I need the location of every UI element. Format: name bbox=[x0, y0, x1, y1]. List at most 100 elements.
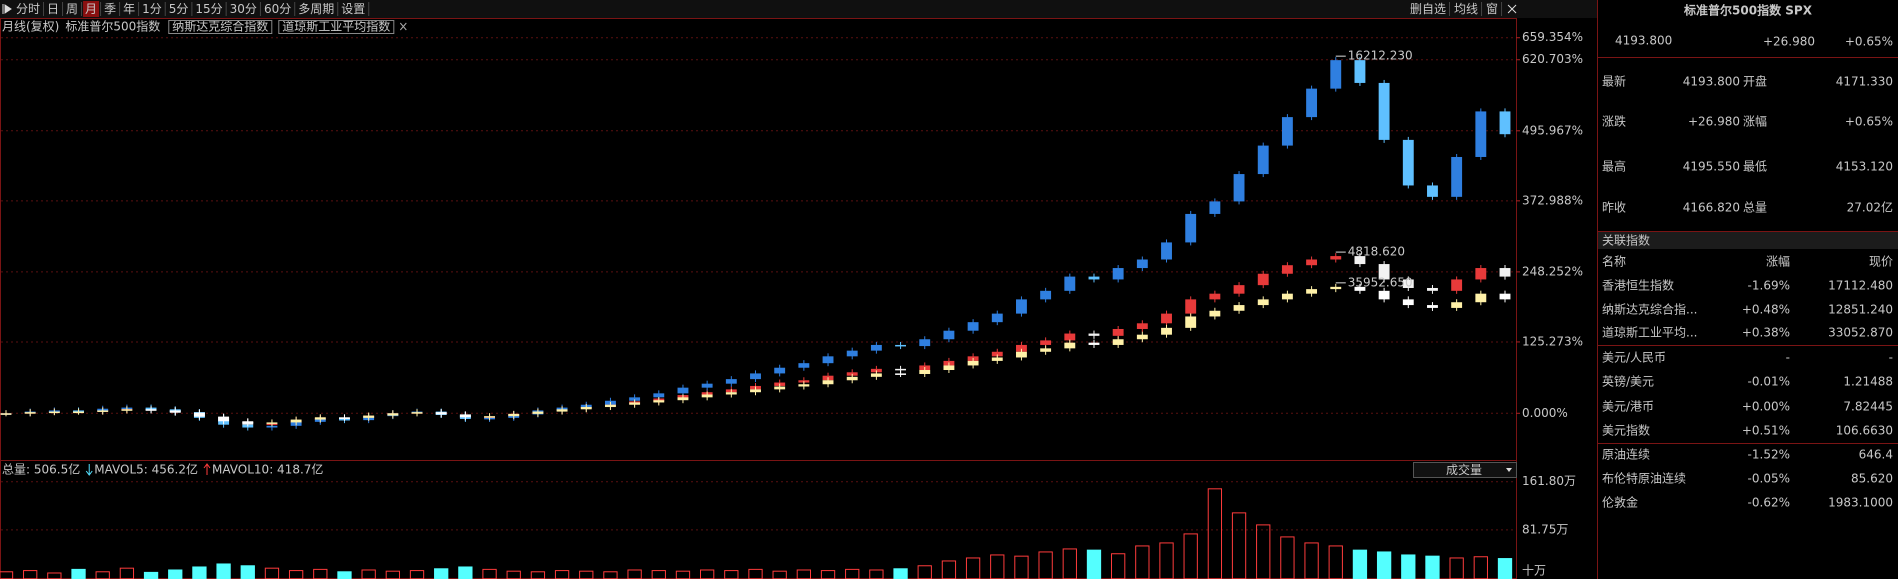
related-name[interactable]: 美元/港币 bbox=[1602, 400, 1654, 414]
trend-arrow bbox=[85, 464, 93, 476]
candle-body bbox=[1136, 323, 1148, 329]
toolbar-bg bbox=[0, 0, 1597, 18]
candle-body bbox=[1185, 213, 1197, 243]
candle-body bbox=[1209, 310, 1221, 317]
candle-body bbox=[846, 376, 858, 381]
quote-value: +26.980 bbox=[1688, 115, 1740, 129]
related-value: 106.6630 bbox=[1836, 424, 1893, 438]
candle-body bbox=[1427, 305, 1438, 308]
related-value: 12851.240 bbox=[1828, 303, 1893, 317]
period-tab[interactable]: 分时 bbox=[16, 2, 40, 16]
related-name[interactable]: 道琼斯工业平均... bbox=[1602, 325, 1697, 340]
quote-value: +0.65% bbox=[1845, 115, 1893, 129]
candle-body bbox=[1136, 259, 1148, 269]
candle-body bbox=[1233, 285, 1245, 294]
candle-body bbox=[1306, 289, 1318, 294]
period-tab[interactable]: 日 bbox=[47, 2, 59, 16]
period-tab[interactable]: 月 bbox=[85, 2, 97, 16]
volume-bar bbox=[458, 566, 473, 579]
related-name[interactable]: 原油连续 bbox=[1602, 447, 1650, 462]
candle-body bbox=[532, 411, 544, 414]
candle-body bbox=[677, 397, 689, 401]
candle-body bbox=[1499, 293, 1511, 300]
quote-label: 涨幅 bbox=[1743, 114, 1767, 129]
candle-body bbox=[1281, 293, 1293, 300]
series-tab[interactable]: 纳斯达克综合指数 bbox=[172, 19, 268, 34]
volume-bar bbox=[337, 571, 352, 579]
period-tab[interactable]: 周 bbox=[66, 2, 78, 16]
candle-body bbox=[1233, 305, 1245, 311]
candle-body bbox=[121, 409, 133, 411]
period-tab[interactable]: 多周期 bbox=[298, 2, 334, 16]
y-tick-label: 248.252% bbox=[1522, 264, 1583, 278]
close-icon[interactable] bbox=[1507, 4, 1517, 14]
toolbar-icon[interactable] bbox=[2, 4, 12, 14]
candle-body bbox=[1451, 302, 1463, 308]
candle-body bbox=[1257, 299, 1269, 306]
quote-label: 最高 bbox=[1602, 159, 1626, 174]
y-tick-label: 125.273% bbox=[1522, 334, 1583, 348]
quote-value: 27.02亿 bbox=[1847, 200, 1893, 215]
period-tab[interactable]: 季 bbox=[104, 2, 116, 16]
volume-bar bbox=[71, 568, 86, 579]
candle-body bbox=[266, 425, 278, 428]
related-value: 85.620 bbox=[1851, 472, 1893, 486]
related-value: - bbox=[1786, 351, 1790, 365]
indicator-dropdown[interactable] bbox=[1413, 462, 1517, 478]
candle-body bbox=[870, 373, 882, 377]
series-tab-frame bbox=[168, 20, 273, 34]
related-name[interactable]: 香港恒生指数 bbox=[1602, 278, 1674, 293]
period-tab[interactable]: 5分 bbox=[169, 2, 189, 16]
candle-body bbox=[725, 392, 737, 395]
candle-body bbox=[967, 322, 979, 331]
candle-body bbox=[967, 360, 979, 366]
candle-body bbox=[1064, 342, 1076, 349]
volume-bar bbox=[1497, 558, 1513, 579]
related-name[interactable]: 英镑/美元 bbox=[1602, 374, 1654, 389]
period-tab[interactable]: 年 bbox=[123, 2, 135, 16]
volume-bar bbox=[845, 568, 860, 579]
candle-body bbox=[943, 330, 955, 340]
candle-body bbox=[1112, 339, 1124, 345]
period-tab[interactable]: 15分 bbox=[195, 2, 222, 16]
candle-body bbox=[1499, 268, 1511, 277]
quote-title: 标准普尔500指数 SPX bbox=[1683, 3, 1813, 18]
toolbar-button[interactable]: 均线 bbox=[1454, 2, 1478, 16]
candle-body bbox=[1427, 287, 1438, 291]
candle-body bbox=[1330, 286, 1342, 290]
candle-body bbox=[1161, 242, 1172, 260]
related-name[interactable]: 美元/人民币 bbox=[1602, 351, 1666, 365]
max-label: 4818.620 bbox=[1348, 245, 1405, 259]
candle-body bbox=[1451, 156, 1463, 197]
indicator-dropdown-label[interactable]: 成交量 bbox=[1446, 462, 1482, 477]
related-name[interactable]: 纳斯达克综合指... bbox=[1602, 302, 1697, 317]
y-tick-label: 495.967% bbox=[1522, 123, 1583, 137]
tab-close-icon[interactable] bbox=[399, 22, 407, 31]
max-label: 16212.230 bbox=[1348, 49, 1413, 63]
candle-body bbox=[1499, 111, 1511, 135]
series-tab[interactable]: 标准普尔500指数 bbox=[65, 19, 160, 34]
candle-body bbox=[943, 365, 955, 371]
volume-bar bbox=[1401, 554, 1416, 579]
related-name[interactable]: 布伦特原油连续 bbox=[1602, 471, 1686, 486]
candle-body bbox=[97, 410, 109, 412]
series-tab[interactable]: 道琼斯工业平均指数 bbox=[282, 19, 390, 34]
toolbar-button[interactable]: 窗 bbox=[1486, 2, 1498, 16]
period-tab[interactable]: 60分 bbox=[264, 2, 291, 16]
volume-bar bbox=[990, 554, 1005, 579]
candle-body bbox=[1136, 334, 1148, 340]
dropdown-arrow bbox=[1506, 468, 1512, 472]
quote-value: 4193.800 bbox=[1683, 75, 1740, 89]
candle-body bbox=[1161, 327, 1172, 335]
candle-body bbox=[991, 357, 1003, 361]
period-tab[interactable]: 设置 bbox=[341, 2, 365, 16]
toolbar-button[interactable]: 删自选 bbox=[1410, 2, 1446, 16]
candle-body bbox=[484, 416, 495, 418]
candle-body bbox=[1112, 328, 1124, 336]
candle-body bbox=[1161, 313, 1172, 324]
period-tab[interactable]: 1分 bbox=[142, 2, 162, 16]
period-tab[interactable]: 30分 bbox=[230, 2, 257, 16]
related-name[interactable]: 伦敦金 bbox=[1602, 495, 1638, 510]
volume-bar bbox=[748, 568, 763, 579]
related-name[interactable]: 美元指数 bbox=[1602, 423, 1650, 438]
